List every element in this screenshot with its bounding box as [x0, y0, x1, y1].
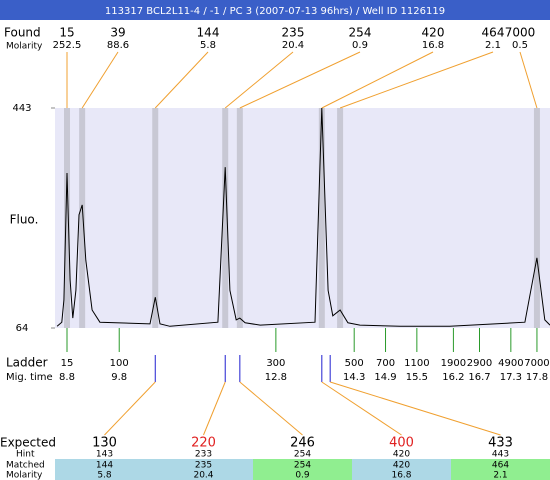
matched: 254	[294, 461, 311, 471]
expected-connector	[239, 381, 303, 436]
found-connector	[339, 51, 494, 109]
matched-cell	[55, 459, 154, 480]
matched-molarity: 20.4	[193, 471, 213, 480]
found-size: 15	[59, 26, 74, 40]
found-size: 464	[482, 26, 505, 40]
hint: 420	[393, 450, 410, 460]
found-size: 235	[282, 26, 305, 40]
found-size: 144	[197, 26, 220, 40]
mig-time: 17.3	[500, 372, 522, 383]
y-tick-label: 443	[12, 103, 31, 114]
y-axis-label: Fluo.	[10, 213, 39, 227]
mig-time: 14.3	[343, 372, 365, 383]
found-molarity: 252.5	[53, 40, 82, 51]
ladder-size: 7000	[524, 358, 549, 369]
expected-connector	[104, 381, 156, 436]
expected-size: 433	[488, 436, 513, 451]
mig-time: 17.8	[526, 372, 548, 383]
row-label: Expected	[0, 436, 56, 450]
title: 113317 BCL2L11-4 / -1 / PC 3 (2007-07-13…	[105, 6, 445, 17]
ladder-size: 4900	[498, 358, 523, 369]
expected-size: 130	[92, 436, 117, 451]
hint: 254	[294, 450, 311, 460]
expected-connector	[203, 381, 226, 436]
plot-area	[55, 108, 550, 328]
ladder-size: 15	[61, 358, 74, 369]
found-connector	[519, 51, 538, 109]
row-label: Found	[4, 26, 41, 40]
expected-connector	[330, 381, 501, 436]
mig-time: 16.7	[468, 372, 490, 383]
ladder-size: 1900	[441, 358, 466, 369]
matched-cell	[451, 459, 550, 480]
ladder-size: 300	[266, 358, 285, 369]
ladder-size: 500	[345, 358, 364, 369]
expected-size: 400	[389, 436, 414, 451]
matched-cell	[154, 459, 253, 480]
matched-cell	[253, 459, 352, 480]
found-band	[79, 108, 86, 328]
expected-size: 246	[290, 436, 315, 451]
row-label: Molarity	[6, 42, 43, 52]
row-label: Hint	[16, 450, 35, 460]
matched: 420	[393, 461, 410, 471]
ladder-size: 1100	[404, 358, 429, 369]
found-molarity: 5.8	[200, 40, 216, 51]
mig-time: 12.8	[265, 372, 287, 383]
matched: 144	[96, 461, 113, 471]
ladder-size: 700	[376, 358, 395, 369]
matched-molarity: 5.8	[97, 471, 112, 480]
matched-cell	[352, 459, 451, 480]
found-size: 39	[110, 26, 125, 40]
matched-molarity: 16.8	[391, 471, 411, 480]
mig-time: 15.5	[406, 372, 428, 383]
mig-time: 8.8	[59, 372, 75, 383]
found-connector	[224, 51, 294, 109]
found-band	[337, 108, 344, 328]
found-connector	[321, 51, 434, 109]
found-size: 420	[422, 26, 445, 40]
row-label: Ladder	[6, 356, 48, 370]
matched-molarity: 2.1	[493, 471, 507, 480]
row-label: Mig. time	[6, 372, 53, 383]
mig-time: 9.8	[111, 372, 127, 383]
found-connector	[239, 51, 361, 109]
expected-connector	[321, 381, 402, 436]
found-band	[64, 108, 71, 328]
matched: 464	[492, 461, 509, 471]
found-band	[222, 108, 229, 328]
y-tick-label: 64	[16, 323, 29, 334]
row-label: Molarity	[6, 471, 43, 480]
trace	[56, 107, 550, 327]
found-molarity: 2.1	[485, 40, 501, 51]
matched: 235	[195, 461, 212, 471]
found-band	[236, 108, 243, 328]
found-size: 254	[349, 26, 372, 40]
title-bar	[0, 0, 550, 20]
found-connector	[154, 51, 209, 109]
ladder-size: 100	[110, 358, 129, 369]
mig-time: 16.2	[442, 372, 464, 383]
hint: 143	[96, 450, 113, 460]
found-band	[533, 108, 540, 328]
row-label: Matched	[6, 461, 45, 471]
expected-size: 220	[191, 436, 216, 451]
found-band	[318, 108, 325, 328]
found-molarity: 20.4	[282, 40, 304, 51]
found-connector	[81, 51, 119, 109]
found-molarity: 0.5	[512, 40, 528, 51]
ladder-size: 2900	[467, 358, 492, 369]
found-molarity: 88.6	[107, 40, 129, 51]
hint: 233	[195, 450, 212, 460]
found-molarity: 16.8	[422, 40, 444, 51]
found-band	[152, 108, 159, 328]
matched-molarity: 0.9	[295, 471, 310, 480]
found-molarity: 0.9	[352, 40, 368, 51]
hint: 443	[492, 450, 509, 460]
found-size: 7000	[505, 26, 536, 40]
mig-time: 14.9	[374, 372, 396, 383]
